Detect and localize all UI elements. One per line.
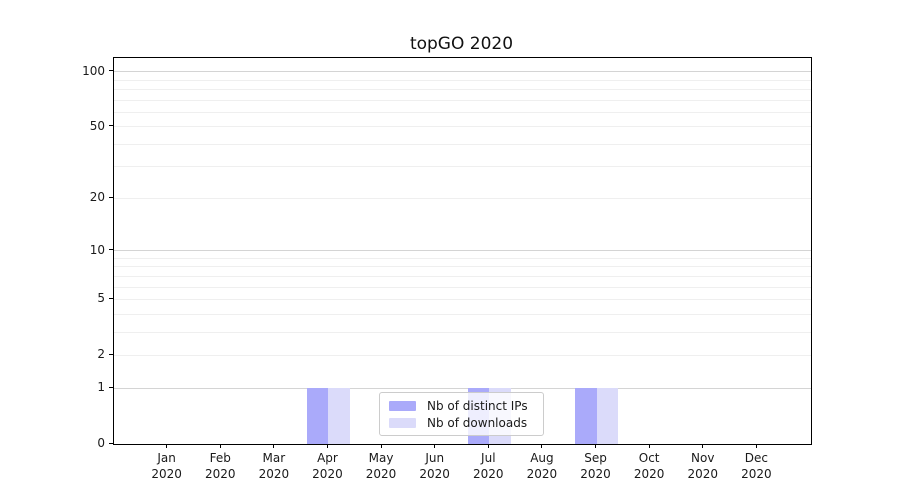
y-tick: [109, 297, 113, 299]
y-gridline-major: [114, 387, 811, 389]
y-gridline-minor: [114, 286, 811, 288]
y-gridline-major: [114, 250, 811, 252]
y-gridline-minor: [114, 331, 811, 333]
x-tick: [648, 444, 650, 448]
y-tick: [109, 442, 113, 444]
y-gridline-minor: [114, 354, 811, 356]
x-tick-label: Jan 2020: [151, 451, 182, 481]
y-tick: [109, 196, 113, 198]
legend-label-downloads: Nb of downloads: [427, 415, 528, 430]
x-tick-label: Jul 2020: [473, 451, 504, 481]
y-tick-label: 100: [82, 63, 105, 78]
y-tick-label: 20: [89, 190, 105, 205]
x-tick-label: Aug 2020: [526, 451, 558, 481]
y-gridline-minor: [114, 313, 811, 315]
legend-item-distinct-ips: Nb of distinct IPs: [389, 399, 543, 413]
grid-layer: [114, 58, 811, 444]
x-tick-label: Sep 2020: [580, 451, 611, 481]
y-gridline-minor: [114, 275, 811, 277]
bar-downloads-apr: [328, 388, 350, 444]
y-tick-label: 0: [97, 436, 105, 450]
y-gridline-minor: [114, 111, 811, 113]
bar-distinct-ips-sep: [575, 388, 597, 444]
x-tick-label: Apr 2020: [312, 451, 343, 481]
x-tick: [487, 444, 489, 448]
legend-swatch-downloads: [389, 417, 416, 428]
y-gridline-minor: [114, 126, 811, 128]
y-tick: [109, 249, 113, 251]
x-tick: [166, 444, 168, 448]
y-gridline-minor: [114, 266, 811, 268]
y-gridline-minor: [114, 89, 811, 90]
y-tick: [109, 386, 113, 388]
x-tick: [755, 444, 757, 448]
legend-item-downloads: Nb of downloads: [389, 416, 543, 430]
y-tick-label: 50: [89, 118, 105, 133]
x-tick-label: May 2020: [365, 451, 397, 481]
y-gridline-minor: [114, 79, 811, 81]
y-tick-label: 5: [97, 291, 105, 306]
x-tick: [326, 444, 328, 448]
y-tick: [109, 70, 113, 72]
y-gridline-minor: [114, 99, 811, 101]
legend: Nb of distinct IPs Nb of downloads: [379, 392, 544, 436]
x-tick-label: Jun 2020: [419, 451, 450, 481]
x-tick: [273, 444, 275, 448]
x-tick: [219, 444, 221, 448]
x-tick: [702, 444, 704, 448]
x-tick-label: Dec 2020: [741, 451, 772, 481]
legend-label-distinct-ips: Nb of distinct IPs: [427, 398, 528, 413]
bar-distinct-ips-apr: [307, 388, 329, 444]
y-tick-label: 1: [97, 380, 105, 395]
x-tick-label: Feb 2020: [204, 451, 236, 481]
x-tick-label: Mar 2020: [258, 451, 290, 481]
y-tick: [109, 353, 113, 355]
bar-downloads-sep: [596, 388, 618, 444]
bars-layer: [114, 58, 811, 444]
y-gridline-minor: [114, 298, 811, 300]
x-tick-label: Oct 2020: [633, 451, 665, 481]
y-gridline-minor: [114, 257, 811, 259]
chart-title: topGO 2020: [409, 34, 514, 54]
y-gridline-minor: [114, 166, 811, 168]
plot-area: Nb of distinct IPs Nb of downloads: [113, 57, 812, 445]
x-tick-label: Nov 2020: [687, 451, 719, 481]
x-tick: [595, 444, 597, 448]
x-tick: [434, 444, 436, 448]
y-gridline-minor: [114, 143, 811, 145]
legend-swatch-distinct-ips: [389, 400, 416, 411]
y-tick-label: 10: [89, 242, 105, 257]
x-tick: [541, 444, 543, 448]
y-tick: [109, 125, 113, 127]
y-gridline-minor: [114, 197, 811, 199]
x-tick: [380, 444, 382, 448]
y-tick-label: 2: [97, 347, 105, 362]
y-gridline-major: [114, 71, 811, 73]
